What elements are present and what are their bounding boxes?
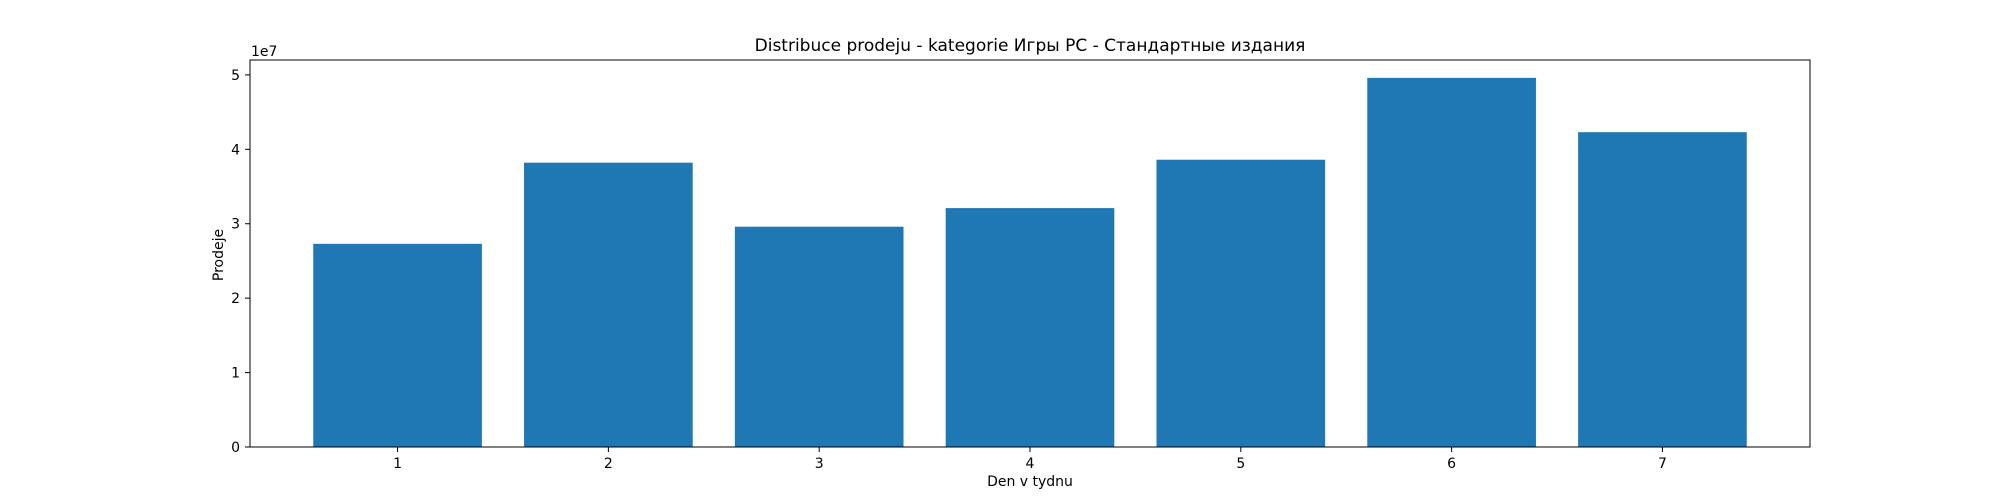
x-axis-label: Den v tydnu [987,474,1073,490]
bar-2 [524,162,693,447]
y-tick-label: 3 [231,217,240,233]
bar-1 [313,243,482,447]
y-axis-offset-label: 1e7 [251,44,277,60]
y-axis-ticks: 0 1 2 3 4 5 [231,68,250,456]
x-tick-label: 4 [1026,456,1035,472]
x-axis-ticks: 1 2 3 4 5 6 7 [393,447,1667,472]
y-tick-label: 4 [231,142,240,158]
x-tick-label: 1 [393,456,402,472]
bar-7 [1578,132,1747,448]
x-tick-label: 6 [1447,456,1456,472]
y-tick-label: 0 [231,440,240,456]
chart-title: Distribuce prodeju - kategorie Игры PC -… [755,36,1306,56]
y-axis-label: Prodeje [211,229,227,281]
bar-4 [945,208,1115,447]
bar-6 [1367,77,1536,447]
plot-area-frame [249,59,1811,448]
y-tick-label: 1 [231,366,240,382]
bar-3 [734,226,904,447]
x-tick-label: 3 [815,456,824,472]
x-tick-label: 7 [1658,456,1667,472]
bar-5 [1156,159,1326,447]
y-tick-label: 2 [231,291,240,307]
x-tick-label: 5 [1236,456,1245,472]
bars-group [313,77,1747,448]
y-tick-label: 5 [231,68,240,84]
x-tick-label: 2 [604,456,613,472]
